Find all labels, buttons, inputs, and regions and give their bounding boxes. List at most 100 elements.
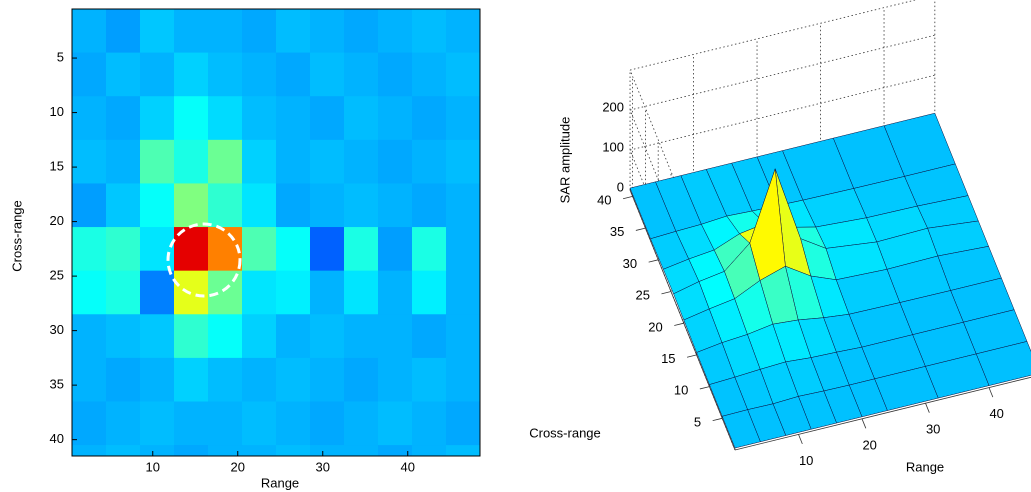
heat-cell — [276, 357, 311, 402]
heat-cell — [412, 52, 447, 97]
heat-cell — [208, 139, 243, 184]
heat-cell — [106, 314, 141, 359]
heatmap-panel: 10 20 30 40 5 10 15 20 25 30 35 40 — [50, 8, 481, 474]
heat-cell — [378, 183, 413, 228]
heat-cell — [72, 183, 107, 228]
x-axis-label: Range — [261, 475, 299, 490]
heat-cell — [72, 357, 107, 402]
y-axis-label: Cross-range — [529, 425, 601, 440]
heat-cell — [310, 9, 345, 54]
heat-cell — [310, 445, 345, 457]
heat-cell — [72, 227, 107, 272]
heat-cell — [106, 9, 141, 54]
heat-cell — [140, 52, 175, 97]
heat-cell — [174, 445, 209, 457]
y-tick — [661, 291, 672, 295]
heat-cell — [208, 314, 243, 359]
heat-cell — [344, 445, 379, 457]
heat-cell — [242, 314, 277, 359]
heat-cell — [310, 52, 345, 97]
heat-cell — [106, 270, 141, 315]
heat-cell — [446, 227, 481, 272]
heat-cell — [208, 183, 243, 228]
heat-cell — [378, 445, 413, 457]
surface-panel: 0 100 200 10 20 30 40 5 10 15 20 25 30 35 40 — [597, 0, 1031, 468]
heat-cell — [378, 227, 413, 272]
heat-cell — [446, 9, 481, 54]
heat-cell — [140, 96, 175, 141]
heat-cell — [208, 270, 243, 315]
heat-cell — [378, 9, 413, 54]
x-tick-label: 30 — [316, 459, 330, 474]
heat-cell — [72, 139, 107, 184]
y-tick-label: 30 — [623, 256, 637, 271]
heat-cell — [412, 9, 447, 54]
heat-cell — [344, 227, 379, 272]
heat-cell — [344, 139, 379, 184]
heat-cell — [276, 9, 311, 54]
z-tick-label: 100 — [602, 139, 624, 154]
heat-cell — [344, 96, 379, 141]
heat-cell — [72, 401, 107, 446]
heat-cell — [446, 96, 481, 141]
y-tick — [622, 196, 633, 200]
heat-cell — [344, 270, 379, 315]
heat-cell — [106, 96, 141, 141]
heat-cell — [72, 314, 107, 359]
heat-cell — [140, 314, 175, 359]
heat-cell — [174, 270, 209, 315]
y-tick-label: 15 — [50, 159, 64, 174]
heat-cell — [276, 445, 311, 457]
heat-cell — [412, 357, 447, 402]
heat-cell — [72, 9, 107, 54]
axis-line — [734, 376, 1031, 451]
heat-cell — [412, 270, 447, 315]
heat-cell — [276, 183, 311, 228]
heat-cell — [446, 357, 481, 402]
x-tick — [861, 418, 867, 429]
heat-cell — [140, 9, 175, 54]
heat-cell — [242, 401, 277, 446]
heat-cell — [310, 183, 345, 228]
heat-cell — [140, 445, 175, 457]
x-tick — [798, 434, 803, 445]
y-tick-label: 25 — [50, 268, 64, 283]
heat-cell — [446, 270, 481, 315]
heat-cell — [276, 227, 311, 272]
grid-line — [629, 74, 935, 151]
heat-cell — [310, 270, 345, 315]
z-tick-label: 0 — [617, 179, 624, 194]
y-tick-label: 20 — [50, 213, 64, 228]
y-tick-label: 40 — [50, 431, 64, 446]
heat-cell — [412, 401, 447, 446]
axis-line — [629, 189, 736, 451]
heat-cell — [446, 183, 481, 228]
heat-cell — [276, 52, 311, 97]
heat-cell — [208, 445, 243, 457]
z-axis-label: SAR amplitude — [557, 117, 572, 204]
x-tick — [925, 403, 930, 413]
heat-cell — [276, 270, 311, 315]
y-tick-label: 5 — [694, 414, 701, 429]
z-tick-label: 200 — [602, 99, 624, 114]
wall-edge — [629, 0, 917, 71]
heat-cell — [378, 96, 413, 141]
heat-cell — [344, 357, 379, 402]
heat-cell — [344, 314, 379, 359]
y-axis-label: Cross-range — [9, 200, 24, 272]
heat-cell — [344, 52, 379, 97]
heat-cell — [242, 270, 277, 315]
heat-cell — [412, 227, 447, 272]
heat-cell — [242, 96, 277, 141]
heat-cell — [140, 227, 175, 272]
heat-cell — [344, 9, 379, 54]
y-tick-label: 35 — [610, 224, 624, 239]
y-tick-label: 25 — [635, 288, 649, 303]
x-tick-label: 10 — [799, 453, 813, 468]
y-tick-label: 5 — [57, 49, 64, 64]
heat-cell — [140, 357, 175, 402]
heat-cell — [72, 96, 107, 141]
heat-cell — [378, 270, 413, 315]
heat-cell — [106, 52, 141, 97]
y-tick-label: 40 — [597, 193, 611, 208]
